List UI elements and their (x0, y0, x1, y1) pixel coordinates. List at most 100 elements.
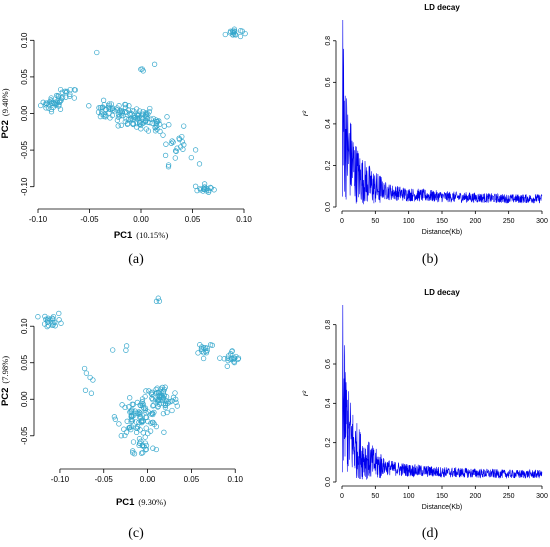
ld-decay-b-svg: LD decay 0 50 100 150 200 250 300 0.0 0.2 0.4 0.6 0.… (301, 3, 548, 236)
scatter-point (160, 410, 167, 417)
scatter-point (166, 399, 172, 405)
scatter-point (50, 313, 57, 320)
scatter-point (131, 115, 137, 121)
scatter-point (139, 419, 145, 426)
x-tick-label: 0.05 (184, 475, 200, 484)
scatter-point (151, 61, 158, 67)
scatter-point (145, 430, 151, 437)
scatter-point (150, 411, 156, 418)
scatter-point (102, 114, 109, 120)
scatter-point (110, 347, 116, 353)
scatter-point (131, 451, 138, 457)
scatter-point (62, 88, 68, 94)
scatter-point (204, 345, 210, 351)
scatter-point (126, 404, 132, 410)
scatter-point (209, 342, 215, 348)
y-tick-label: 0.4 (325, 119, 332, 129)
scatter-point (122, 104, 129, 111)
scatter-point (134, 120, 140, 127)
scatter-point (123, 347, 129, 353)
y-tick-label: 0.8 (325, 320, 332, 330)
y-tick-label: 0.0 (325, 202, 332, 212)
scatter-point (111, 414, 118, 420)
y-axis-label-percent: (9.40%) (0, 88, 10, 116)
scatter-point (116, 103, 122, 109)
caption-a: (a) (128, 252, 144, 267)
scatter-point (153, 446, 159, 453)
scatter-point (97, 105, 104, 111)
scatter-point (207, 184, 214, 191)
scatter-point (174, 403, 180, 409)
scatter-point (50, 316, 56, 322)
scatter-point (221, 356, 227, 362)
scatter-point (170, 139, 176, 145)
caption-c: (c) (128, 526, 144, 541)
chart-title: LD decay (424, 288, 460, 297)
scatter-point (128, 416, 135, 422)
scatter-point (122, 432, 128, 439)
scatter-point (148, 420, 154, 426)
scatter-point (140, 108, 146, 115)
scatter-point (115, 123, 121, 129)
scatter-point (162, 400, 169, 406)
scatter-point (203, 188, 210, 194)
scatter-point (155, 295, 161, 301)
y-axis-label: r² (301, 111, 310, 117)
x-axis-label: Distance(Kb) (422, 504, 462, 511)
x-tick-label: 200 (469, 493, 481, 500)
y-axis-label-name: PC2 (0, 120, 11, 138)
scatter-point (161, 123, 167, 129)
scatter-point (131, 108, 137, 114)
scatter-point (201, 181, 208, 187)
scatter-point (150, 403, 156, 409)
scatter-point (87, 374, 93, 381)
scatter-point (147, 428, 154, 434)
scatter-point (156, 298, 163, 304)
scatter-point (139, 417, 145, 423)
scatter-point (143, 388, 149, 394)
scatter-point (140, 449, 146, 456)
chart-title: LD decay (424, 3, 460, 12)
scatter-point (161, 429, 167, 435)
scatter-point (136, 409, 142, 415)
scatter-point (56, 103, 62, 109)
scatter-point (116, 421, 122, 427)
scatter-point (59, 94, 66, 101)
y-tick-label: 0.0 (325, 477, 332, 487)
x-tick-label: 250 (503, 493, 515, 500)
scatter-point (151, 421, 157, 427)
scatter-point (164, 409, 170, 416)
scatter-point (204, 186, 210, 192)
y-tick-label: 0.6 (325, 359, 332, 369)
y-tick-label: -0.10 (20, 177, 29, 196)
scatter-point (173, 399, 179, 406)
scatter-point (129, 406, 135, 413)
x-tick-label: 0.00 (133, 215, 149, 224)
scatter-point (235, 355, 242, 361)
scatter-point (224, 355, 231, 361)
scatter-point (120, 112, 126, 119)
scatter-point (173, 148, 179, 155)
scatter-point (138, 126, 144, 132)
scatter-point (150, 445, 156, 451)
scatter-point (140, 401, 146, 407)
scatter-point (122, 404, 128, 411)
scatter-point (46, 102, 52, 108)
scatter-point (122, 101, 128, 108)
scatter-point (162, 152, 169, 159)
y-tick-label: -0.05 (20, 426, 29, 445)
scatter-point (45, 319, 51, 326)
scatter-point (43, 316, 49, 322)
scatter-point (95, 109, 102, 115)
scatter-point (72, 87, 78, 93)
scatter-point (133, 429, 140, 436)
scatter-point (130, 439, 137, 445)
scatter-point (169, 407, 175, 414)
scatter-point (90, 377, 96, 383)
y-tick-label: 0.10 (20, 318, 29, 334)
x-axis-label: PC1 (9.30%) (116, 497, 166, 508)
pca-scatter-c-svg: -0.10 -0.05 0.00 0.05 0.10 -0.05 0.00 0.05 0.10 P… (0, 295, 244, 508)
scatter-point (138, 450, 145, 456)
scatter-point (172, 390, 178, 396)
x-tick-label: 300 (536, 218, 548, 225)
